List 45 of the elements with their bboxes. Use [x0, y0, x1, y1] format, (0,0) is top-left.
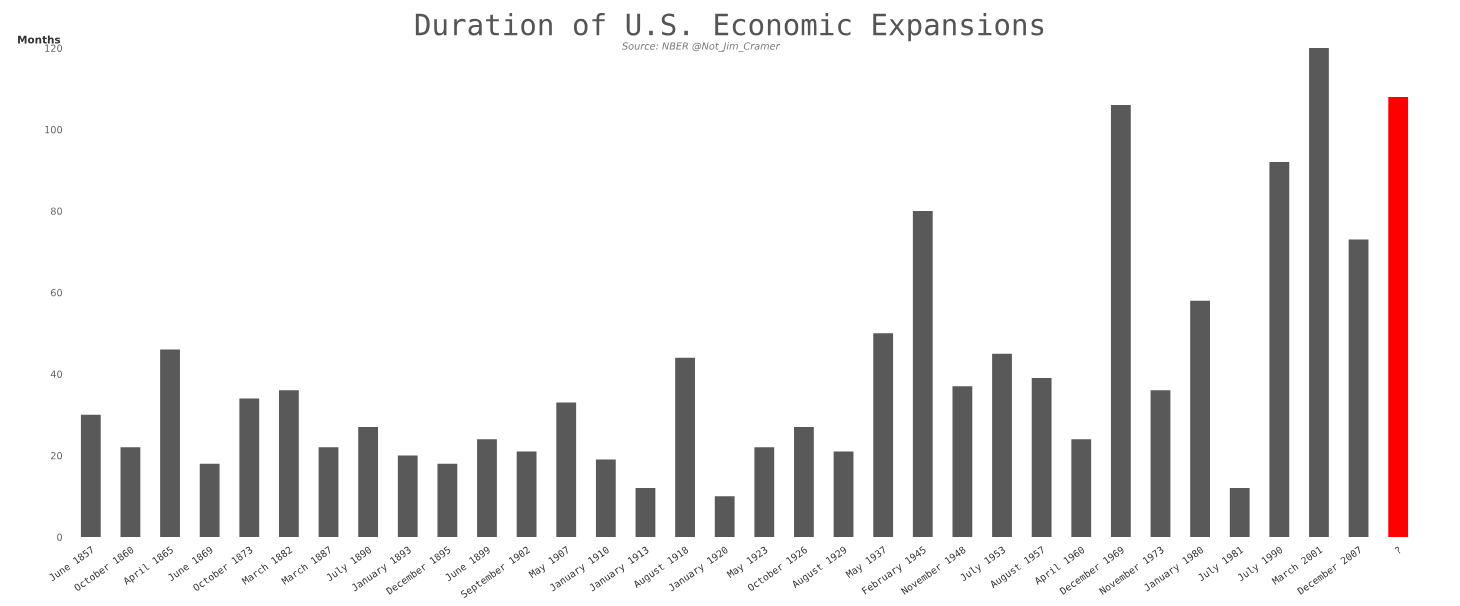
bar [952, 386, 973, 537]
bar [1309, 48, 1329, 537]
bar [1348, 239, 1369, 537]
y-tick-label: 120 [45, 44, 63, 52]
bar [160, 349, 180, 537]
y-axis-title: Months [18, 35, 61, 44]
bar [873, 333, 894, 537]
x-tick-label: ? [1394, 546, 1402, 555]
bar [477, 439, 497, 537]
y-tick-label: 0 [57, 533, 63, 541]
bar [675, 357, 695, 537]
bar [754, 447, 775, 537]
bar [516, 451, 537, 537]
bar [1150, 390, 1171, 537]
bar [714, 496, 735, 537]
bar [318, 447, 339, 537]
chart-subtitle: Source: NBER @Not_Jim_Cramer [622, 42, 781, 52]
bar [833, 451, 854, 537]
y-tick-label: 40 [50, 370, 63, 378]
bar [1229, 488, 1250, 537]
y-tick-label: 20 [51, 451, 63, 460]
bar [1110, 105, 1131, 537]
bar [437, 463, 458, 537]
bar [1190, 300, 1211, 537]
bar [120, 447, 141, 537]
bar [992, 353, 1012, 537]
bar [199, 463, 220, 537]
bar [595, 459, 616, 537]
bar [358, 426, 379, 537]
bar [80, 414, 101, 537]
bar [1031, 378, 1052, 537]
y-tick-label: 80 [50, 207, 63, 215]
y-tick-label: 60 [50, 288, 63, 297]
bar [239, 398, 260, 537]
bar [397, 455, 418, 537]
bar [1071, 439, 1092, 537]
bar [912, 211, 933, 537]
bar [1388, 96, 1409, 537]
bar [1269, 162, 1290, 537]
bar [635, 488, 656, 537]
bar [556, 402, 577, 537]
bar [794, 426, 814, 537]
chart-title: Duration of U.S. Economic Expansions [415, 12, 1044, 42]
bar [278, 390, 299, 537]
y-tick-label: 100 [45, 125, 63, 134]
